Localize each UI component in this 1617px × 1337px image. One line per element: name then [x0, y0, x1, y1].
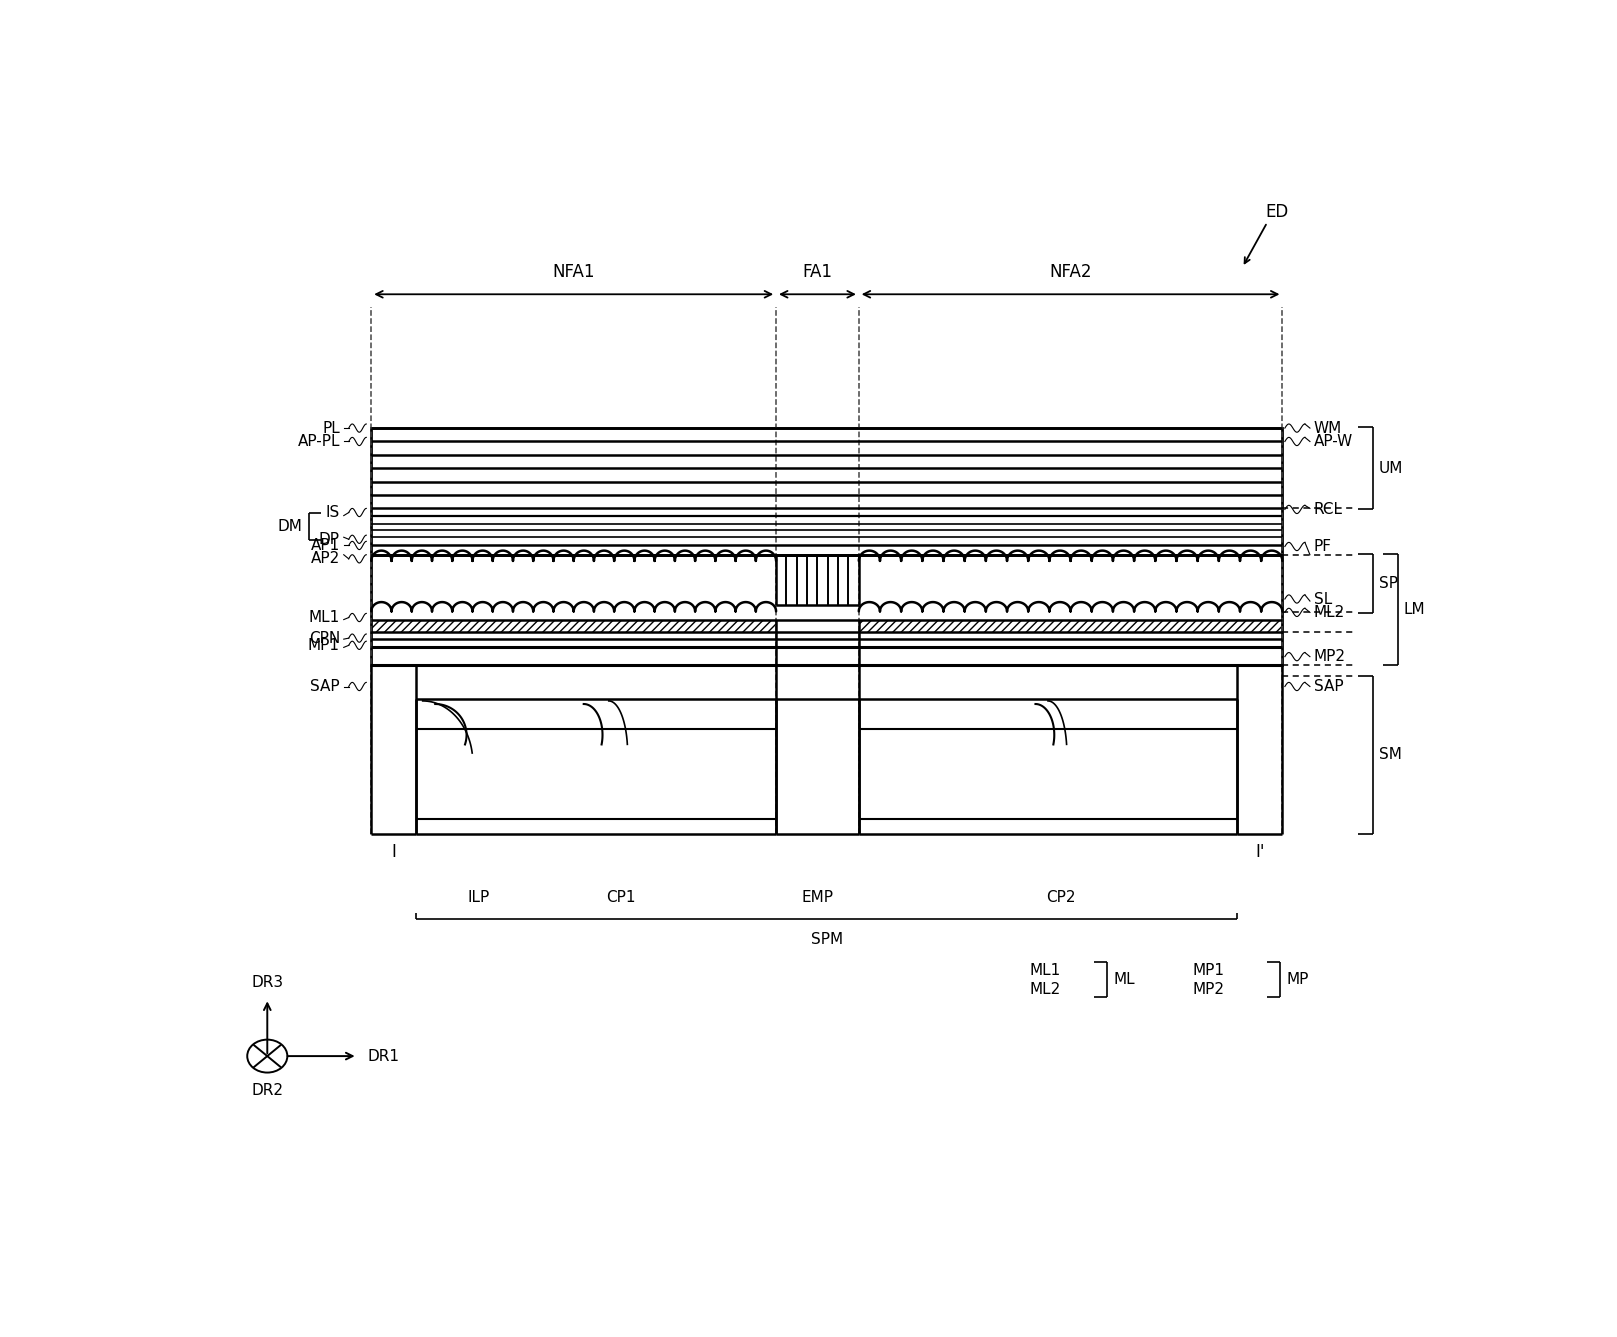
Text: DR3: DR3: [251, 975, 283, 991]
Text: MP2: MP2: [1192, 981, 1224, 996]
Text: DR2: DR2: [251, 1083, 283, 1098]
Text: I: I: [391, 844, 396, 861]
Text: LM: LM: [1404, 602, 1426, 616]
Text: ML2: ML2: [1313, 604, 1345, 620]
Text: AP-W: AP-W: [1313, 435, 1353, 449]
Text: NFA1: NFA1: [553, 263, 595, 281]
Text: PF: PF: [1313, 539, 1332, 554]
Text: ED: ED: [1266, 203, 1289, 221]
Bar: [372, 619, 776, 632]
Text: CP2: CP2: [1046, 890, 1075, 905]
Text: ML2: ML2: [1030, 981, 1061, 996]
Text: FA1: FA1: [802, 263, 833, 281]
Text: DP: DP: [319, 532, 340, 547]
Text: DR1: DR1: [367, 1048, 399, 1064]
Text: AP2: AP2: [310, 551, 340, 567]
Text: ML1: ML1: [1030, 963, 1061, 979]
Text: SAP: SAP: [1313, 679, 1344, 694]
Text: I': I': [1255, 844, 1264, 861]
Text: RCL: RCL: [1313, 501, 1342, 517]
Text: SL: SL: [1313, 591, 1332, 607]
Text: ML: ML: [1112, 972, 1135, 988]
Text: MP2: MP2: [1313, 650, 1345, 664]
Text: IS: IS: [325, 505, 340, 520]
Text: UM: UM: [1379, 461, 1404, 476]
Text: EMP: EMP: [802, 890, 833, 905]
Text: AP-PL: AP-PL: [298, 435, 340, 449]
Bar: [859, 619, 1282, 632]
Text: CP1: CP1: [606, 890, 635, 905]
Text: PL: PL: [322, 421, 340, 436]
Bar: [372, 428, 1282, 664]
Text: CPN: CPN: [309, 631, 340, 646]
Text: ILP: ILP: [467, 890, 490, 905]
Text: ML1: ML1: [309, 610, 340, 624]
Text: DM: DM: [278, 519, 302, 533]
Text: AP1: AP1: [310, 537, 340, 554]
Text: NFA2: NFA2: [1049, 263, 1091, 281]
Text: SAP: SAP: [310, 679, 340, 694]
Text: MP1: MP1: [307, 638, 340, 652]
Text: MP1: MP1: [1192, 963, 1224, 979]
Text: SPM: SPM: [810, 932, 842, 947]
Text: WM: WM: [1313, 421, 1342, 436]
Text: SM: SM: [1379, 747, 1402, 762]
Text: SP: SP: [1379, 576, 1397, 591]
Text: MP: MP: [1286, 972, 1308, 988]
